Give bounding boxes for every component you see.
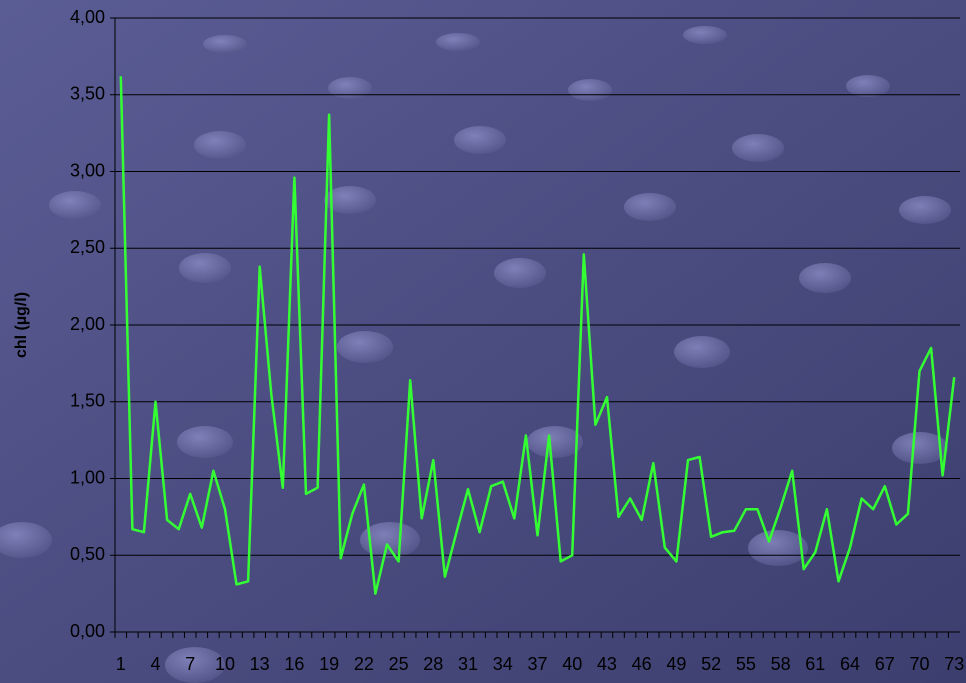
- y-tick-label: 3,50: [70, 84, 105, 104]
- y-tick-label: 1,00: [70, 467, 105, 487]
- y-tick-label: 0,50: [70, 544, 105, 564]
- x-tick-label: 70: [909, 654, 929, 674]
- x-tick-label: 67: [875, 654, 895, 674]
- x-tick-label: 34: [493, 654, 513, 674]
- x-tick-label: 73: [944, 654, 964, 674]
- y-tick-label: 2,00: [70, 314, 105, 334]
- x-tick-label: 4: [151, 654, 161, 674]
- x-tick-label: 46: [632, 654, 652, 674]
- x-tick-label: 7: [185, 654, 195, 674]
- x-tick-label: 64: [840, 654, 860, 674]
- x-tick-label: 16: [284, 654, 304, 674]
- x-tick-label: 13: [250, 654, 270, 674]
- y-tick-label: 2,50: [70, 237, 105, 257]
- x-tick-label: 28: [423, 654, 443, 674]
- x-tick-label: 58: [771, 654, 791, 674]
- x-tick-label: 10: [215, 654, 235, 674]
- x-tick-label: 19: [319, 654, 339, 674]
- x-tick-label: 37: [527, 654, 547, 674]
- y-axis-title: chl (µg/l): [13, 292, 30, 358]
- x-tick-label: 55: [736, 654, 756, 674]
- x-tick-label: 1: [116, 654, 126, 674]
- y-tick-label: 3,00: [70, 160, 105, 180]
- x-tick-label: 25: [389, 654, 409, 674]
- x-tick-label: 31: [458, 654, 478, 674]
- x-tick-label: 22: [354, 654, 374, 674]
- y-tick-label: 4,00: [70, 7, 105, 27]
- x-tick-label: 52: [701, 654, 721, 674]
- x-tick-label: 61: [805, 654, 825, 674]
- x-tick-label: 40: [562, 654, 582, 674]
- data-line: [119, 76, 956, 595]
- y-tick-label: 1,50: [70, 391, 105, 411]
- x-tick-label: 49: [666, 654, 686, 674]
- x-tick-label: 43: [597, 654, 617, 674]
- decoration: [0, 26, 951, 683]
- y-tick-label: 0,00: [70, 621, 105, 641]
